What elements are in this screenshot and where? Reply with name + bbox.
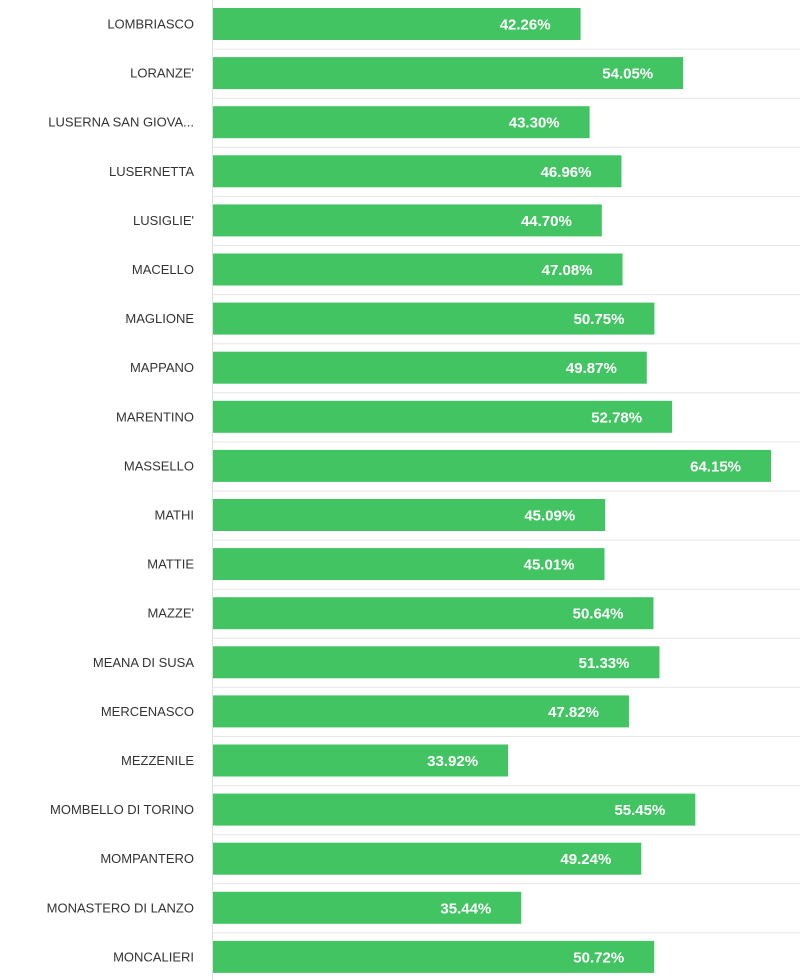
category-label: LOMBRIASCO <box>107 17 194 32</box>
bar <box>213 793 696 826</box>
bar <box>213 548 605 581</box>
value-label: 49.87% <box>566 360 617 377</box>
category-label: LUSERNA SAN GIOVA... <box>48 115 194 130</box>
category-label: MONCALIERI <box>113 949 194 964</box>
bar <box>213 155 622 188</box>
category-label: MEZZENILE <box>121 753 194 768</box>
value-label: 50.72% <box>573 949 624 966</box>
bar <box>213 253 623 286</box>
category-label: MEANA DI SUSA <box>93 655 194 670</box>
value-label: 44.70% <box>521 213 572 230</box>
category-label: MAPPANO <box>130 360 194 375</box>
category-label: MOMPANTERO <box>100 851 194 866</box>
bar <box>213 744 509 777</box>
value-label: 55.45% <box>614 802 665 819</box>
category-label: MERCENASCO <box>101 704 194 719</box>
value-label: 47.08% <box>542 262 593 279</box>
category-label: MATHI <box>155 508 194 523</box>
value-label: 47.82% <box>548 704 599 721</box>
bar <box>213 400 673 433</box>
category-label: LUSIGLIE' <box>133 213 194 228</box>
value-label: 45.09% <box>524 508 575 525</box>
value-label: 42.26% <box>500 17 551 34</box>
bar <box>213 646 660 679</box>
category-label: LUSERNETTA <box>109 164 194 179</box>
bar <box>213 204 602 237</box>
bar <box>213 940 655 973</box>
category-label: MASSELLO <box>124 458 194 473</box>
category-label: MATTIE <box>147 557 194 572</box>
bar <box>213 57 684 90</box>
value-label: 64.15% <box>690 458 741 475</box>
bar <box>213 8 581 40</box>
category-label: MAGLIONE <box>125 311 194 326</box>
bar <box>213 499 606 531</box>
category-label: MACELLO <box>132 262 194 277</box>
bar <box>213 695 629 728</box>
value-label: 50.75% <box>574 311 625 328</box>
value-label: 50.64% <box>573 606 624 623</box>
bar <box>213 449 771 482</box>
value-label: 49.24% <box>560 851 611 868</box>
value-label: 51.33% <box>579 655 630 672</box>
value-label: 43.30% <box>509 115 560 132</box>
category-label: MARENTINO <box>116 409 194 424</box>
value-label: 35.44% <box>440 900 491 917</box>
bar <box>213 891 522 924</box>
bar <box>213 106 590 139</box>
value-label: 54.05% <box>602 66 653 83</box>
category-label: LORANZE' <box>130 66 194 81</box>
category-label: MAZZE' <box>147 606 194 621</box>
value-label: 45.01% <box>524 557 575 574</box>
bar <box>213 351 647 384</box>
bar <box>213 597 654 630</box>
category-label: MONASTERO DI LANZO <box>47 900 194 915</box>
bar <box>213 302 655 335</box>
value-label: 46.96% <box>541 164 592 181</box>
category-label: MOMBELLO DI TORINO <box>50 802 194 817</box>
bar <box>213 842 642 875</box>
value-label: 33.92% <box>427 753 478 770</box>
value-label: 52.78% <box>591 409 642 426</box>
